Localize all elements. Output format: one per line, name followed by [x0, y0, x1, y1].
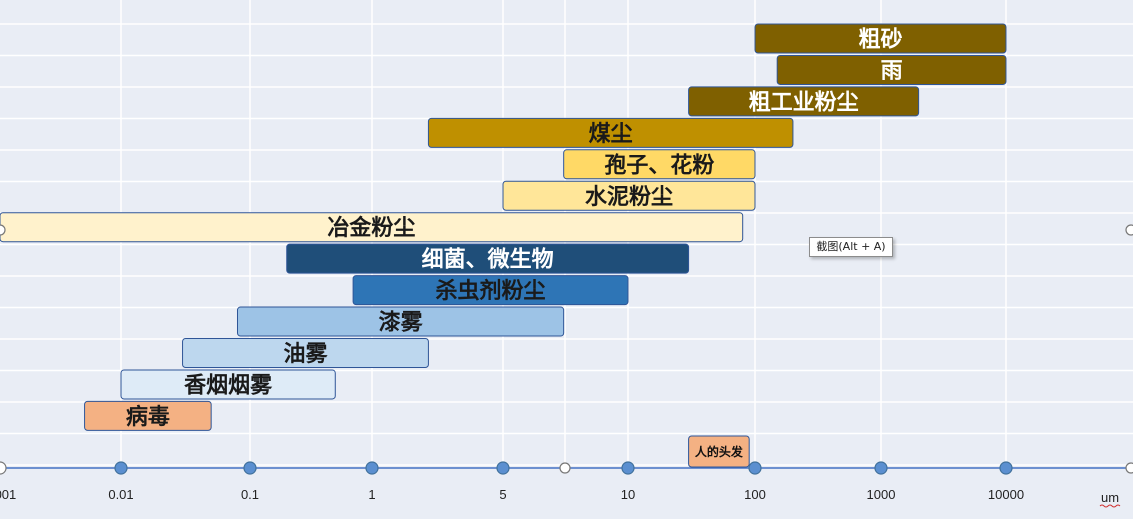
axis-tick-label: 10 — [621, 487, 635, 502]
range-bar-rect — [120, 369, 336, 400]
range-bar-label: 孢子、花粉 — [604, 152, 714, 178]
axis-handle-marker — [1125, 462, 1133, 474]
range-bar: 杀虫剂粉尘 — [352, 275, 629, 306]
range-bar: 煤尘 — [427, 117, 794, 148]
axis-tick-label: 10000 — [988, 487, 1024, 502]
range-bar: 粗工业粉尘 — [688, 86, 920, 117]
range-bar-rect — [754, 23, 1007, 54]
axis-tick-label: 100 — [744, 487, 766, 502]
range-bar-rect — [236, 306, 565, 337]
axis-tick-marker — [748, 461, 762, 475]
axis-handle-marker — [559, 462, 571, 474]
range-bar: 冶金粉尘 — [0, 212, 744, 243]
axis-tick-label: 5 — [499, 487, 506, 502]
hair-annotation: 人的头发 — [688, 435, 750, 468]
axis-tick-marker — [365, 461, 379, 475]
range-bar-label: 细菌、微生物 — [422, 247, 554, 273]
axis-unit-label: um — [1101, 490, 1119, 505]
range-bar-rect — [286, 243, 690, 274]
range-bar-label: 雨 — [881, 58, 903, 84]
axis-tick-marker — [874, 461, 888, 475]
range-bars: 粗砂雨粗工业粉尘煤尘孢子、花粉水泥粉尘冶金粉尘细菌、微生物杀虫剂粉尘漆雾油雾香烟… — [0, 23, 1007, 431]
range-bar: 粗砂 — [754, 23, 1007, 54]
axis-tick-marker — [999, 461, 1013, 475]
axis-tick-label: 0.001 — [0, 487, 16, 502]
annotation-box — [688, 435, 750, 468]
axis-tick-label: 1000 — [867, 487, 896, 502]
axis-tick-marker — [114, 461, 128, 475]
range-bar-label: 病毒 — [126, 404, 170, 430]
range-bar-label: 粗工业粉尘 — [749, 89, 859, 115]
range-bar-rect — [427, 117, 794, 148]
range-bar-label: 油雾 — [283, 341, 328, 367]
range-bar-rect — [776, 54, 1007, 85]
axis-tick-label: 0.1 — [241, 487, 259, 502]
range-bar: 细菌、微生物 — [286, 243, 690, 274]
range-bar: 孢子、花粉 — [563, 149, 756, 180]
screenshot-tooltip: 截图(Alt + A) — [809, 237, 893, 257]
range-bar-rect — [502, 180, 756, 211]
selection-handle — [0, 224, 6, 236]
axis-tick-label: 0.01 — [108, 487, 133, 502]
range-bar-label: 杀虫剂粉尘 — [436, 278, 546, 304]
x-axis: 0.001 0.01 0.1 1 5 10 100 1000 10000 um — [0, 224, 1133, 508]
range-bar-rect — [182, 338, 429, 368]
axis-tick-marker — [0, 461, 7, 475]
axis-tick-marker — [621, 461, 635, 475]
range-bar-rect — [688, 86, 920, 117]
annotation-label: 人的头发 — [695, 444, 744, 459]
range-bar-rect — [0, 212, 744, 243]
range-bar-label: 粗砂 — [858, 27, 902, 53]
range-bar-rect — [84, 400, 212, 431]
range-bar-rect — [352, 275, 629, 306]
axis-tick-marker — [243, 461, 257, 475]
range-bar: 病毒 — [84, 400, 212, 431]
range-bar-label: 冶金粉尘 — [327, 215, 415, 241]
range-bar: 漆雾 — [236, 306, 565, 337]
range-bar-rect — [563, 149, 756, 180]
range-bar-label: 香烟烟雾 — [184, 372, 273, 398]
axis-tick-label: 1 — [368, 487, 375, 502]
range-bar-label: 漆雾 — [379, 310, 424, 336]
spellcheck-underline — [1099, 504, 1121, 508]
range-bar: 雨 — [776, 54, 1007, 85]
range-bar: 油雾 — [182, 338, 429, 368]
axis-tick-marker — [496, 461, 510, 475]
range-bar: 香烟烟雾 — [120, 369, 336, 400]
selection-handle — [1125, 224, 1133, 236]
range-bar-label: 水泥粉尘 — [585, 184, 673, 210]
range-bar-label: 煤尘 — [589, 121, 633, 147]
range-bar: 水泥粉尘 — [502, 180, 756, 211]
